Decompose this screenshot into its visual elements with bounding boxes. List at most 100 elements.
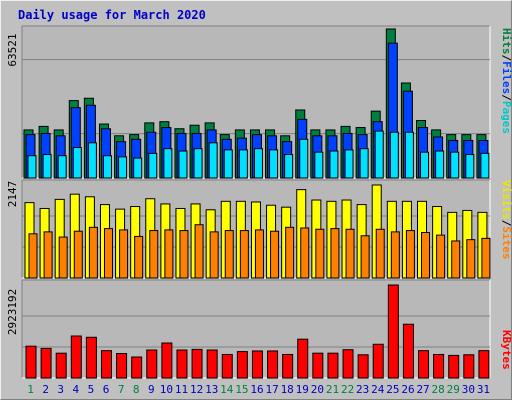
sites-bar: [103, 228, 113, 279]
sites-bar: [134, 235, 144, 279]
sites-bar: [300, 227, 310, 279]
pages-bar: [420, 151, 430, 179]
panel-2-legend: Visits/Sites: [500, 180, 512, 260]
kbytes-bar: [282, 353, 294, 379]
pages-bar: [374, 130, 384, 179]
x-axis-day-label: 12: [190, 383, 203, 396]
pages-bar: [450, 151, 460, 179]
legend-entry: Pages: [500, 101, 512, 134]
kbytes-bar: [357, 354, 369, 379]
x-axis-day-label: 17: [265, 383, 278, 396]
pages-bar: [87, 142, 97, 179]
pages-bar: [465, 154, 475, 179]
kbytes-bar: [267, 350, 279, 379]
sites-bar: [345, 228, 355, 279]
x-axis-day-label: 1: [27, 383, 34, 396]
kbytes-bar: [100, 350, 112, 379]
x-axis-day-label: 30: [462, 383, 475, 396]
panel-3-max-label: 2923192: [6, 289, 19, 335]
pages-bar: [57, 155, 67, 179]
pages-bar: [27, 155, 37, 179]
x-axis-day-label: 13: [205, 383, 218, 396]
sites-bar: [164, 229, 174, 279]
sites-bar: [405, 230, 415, 279]
x-axis-day-label: 6: [103, 383, 110, 396]
pages-bar: [163, 148, 173, 179]
pages-bar: [178, 150, 188, 179]
legend-entry: KBytes: [500, 330, 512, 370]
kbytes-bar: [206, 349, 218, 379]
x-axis-day-label: 21: [326, 383, 339, 396]
kbytes-bar: [85, 336, 97, 379]
sites-bar: [119, 229, 129, 279]
x-axis-day-label: 22: [341, 383, 354, 396]
kbytes-bar: [40, 347, 52, 379]
pages-bar: [102, 155, 112, 179]
x-axis-day-label: 20: [311, 383, 324, 396]
sites-bar: [315, 228, 325, 279]
kbytes-bar: [402, 323, 414, 379]
panel-2-max-label: 2147: [6, 181, 19, 208]
sites-bar: [436, 234, 446, 279]
legend-entry: Visits: [500, 180, 512, 220]
pages-bar: [223, 149, 233, 179]
x-axis-day-label: 4: [73, 383, 80, 396]
sites-bar: [481, 237, 491, 279]
panel-3-legend: KBytes: [500, 330, 512, 370]
legend-entry: Hits: [500, 28, 512, 55]
sites-bar: [28, 233, 38, 279]
pages-bar: [133, 157, 143, 179]
kbytes-bar: [478, 350, 490, 379]
x-axis-day-label: 9: [148, 383, 155, 396]
pages-bar: [299, 138, 309, 179]
pages-bar: [148, 152, 158, 179]
sites-bar: [73, 230, 83, 279]
kbytes-bar: [25, 345, 37, 379]
kbytes-bar: [131, 356, 143, 379]
legend-entry: /: [500, 220, 512, 227]
x-axis-day-label: 23: [356, 383, 369, 396]
x-axis-day-label: 24: [371, 383, 385, 396]
kbytes-bar: [297, 338, 309, 379]
x-axis-day-label: 16: [250, 383, 263, 396]
sites-bar: [285, 226, 295, 279]
x-axis-day-label: 19: [296, 383, 309, 396]
kbytes-bar: [327, 352, 339, 379]
x-axis-day-label: 27: [416, 383, 429, 396]
x-axis-day-label: 28: [432, 383, 445, 396]
x-axis-day-label: 14: [220, 383, 234, 396]
pages-bar: [404, 131, 414, 179]
pages-bar: [314, 151, 324, 179]
sites-bar: [451, 240, 461, 279]
sites-bar: [43, 231, 53, 279]
x-axis-day-label: 18: [281, 383, 294, 396]
kbytes-bar: [221, 353, 233, 379]
pages-bar: [480, 152, 490, 179]
pages-bar: [389, 131, 399, 179]
kbytes-bar: [433, 353, 445, 379]
pages-bar: [269, 149, 279, 179]
kbytes-bar: [55, 352, 67, 379]
pages-bar: [72, 147, 82, 179]
sites-bar: [466, 239, 476, 279]
sites-bar: [375, 228, 385, 279]
sites-bar: [149, 230, 159, 279]
kbytes-bar: [372, 343, 384, 379]
legend-entry: Files: [500, 61, 512, 94]
sites-bar: [179, 230, 189, 279]
sites-bar: [330, 228, 340, 279]
pages-bar: [193, 148, 203, 179]
pages-bar: [42, 154, 52, 179]
sites-bar: [194, 224, 204, 279]
sites-bar: [390, 231, 400, 279]
pages-bar: [238, 149, 248, 179]
kbytes-bar: [312, 352, 324, 379]
kbytes-bar: [191, 348, 203, 379]
legend-entry: /: [500, 55, 512, 62]
panel-1-max-label: 63521: [6, 33, 19, 66]
sites-bar: [209, 231, 219, 279]
x-axis-day-label: 26: [401, 383, 414, 396]
kbytes-bar: [146, 349, 158, 379]
panel-1-legend: Hits/Files/Pages: [500, 28, 512, 134]
